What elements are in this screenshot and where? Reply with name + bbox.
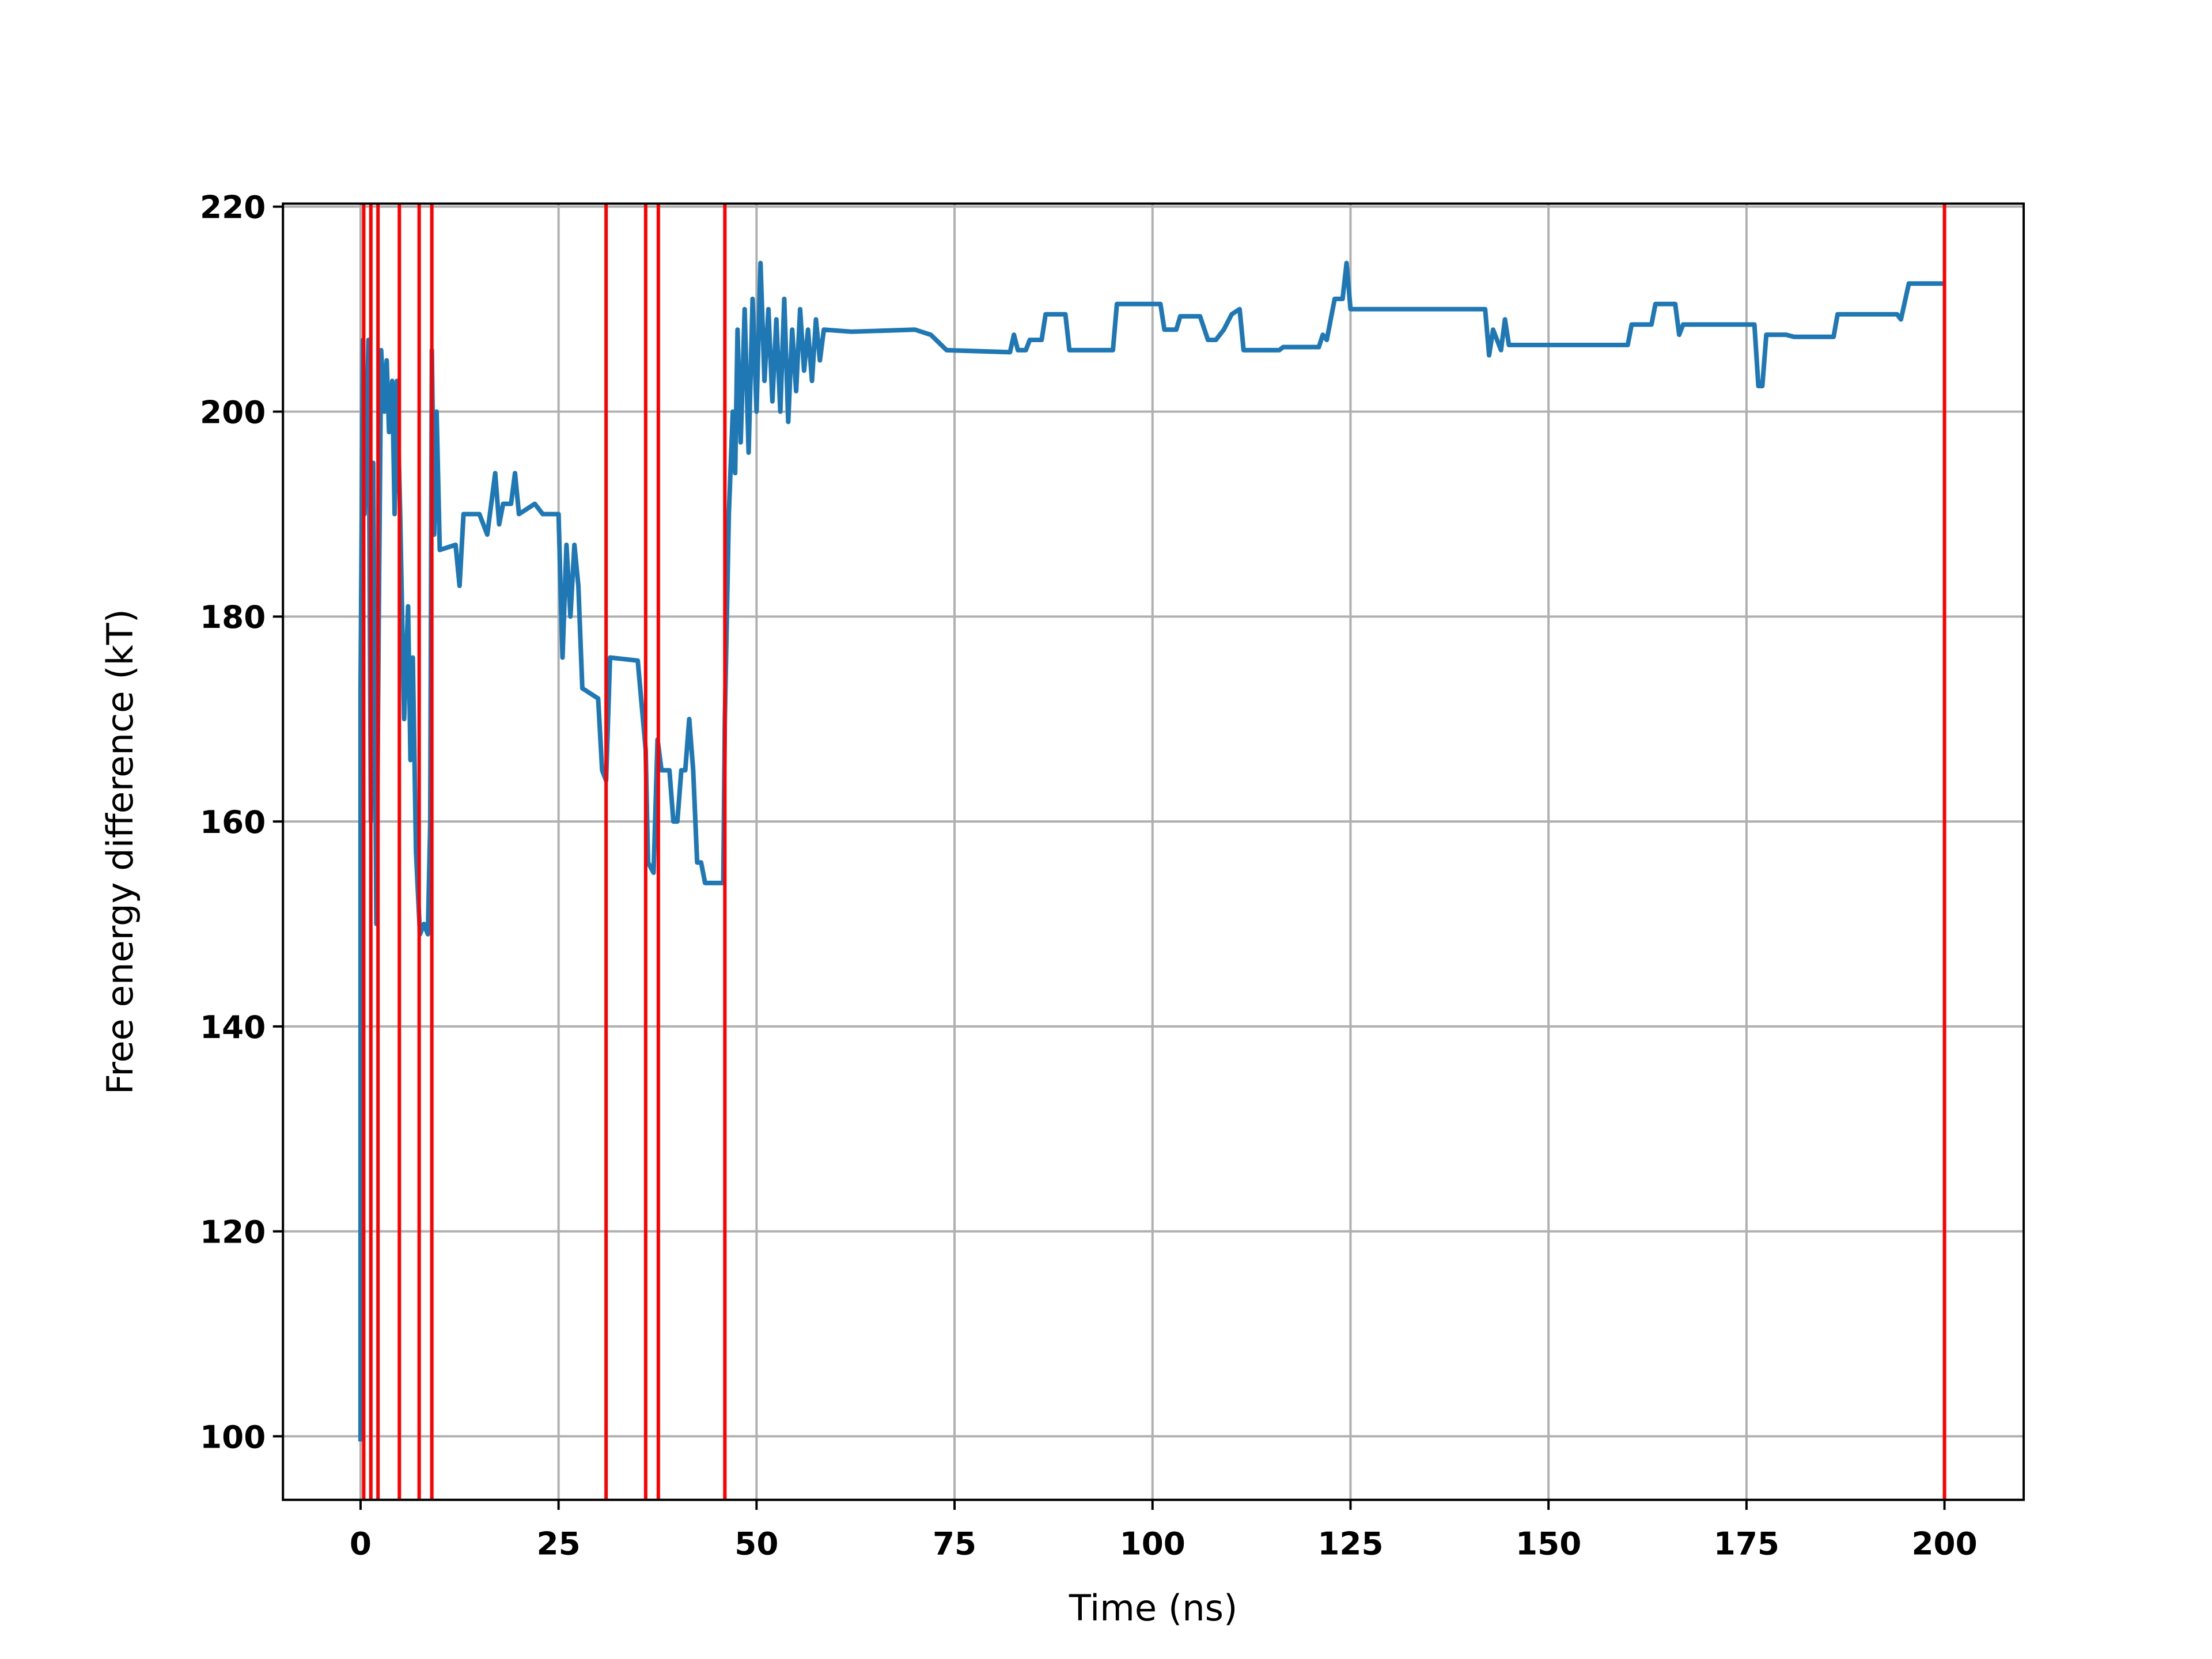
x-tick-label: 150	[1516, 1525, 1581, 1562]
y-axis-label: Free energy difference (kT)	[99, 609, 141, 1094]
x-tick-label: 75	[933, 1525, 976, 1562]
y-tick-label: 160	[200, 804, 266, 840]
x-tick-label: 50	[734, 1525, 778, 1562]
x-tick-label: 100	[1120, 1525, 1185, 1562]
y-tick-label: 180	[200, 599, 266, 635]
x-tick-label: 25	[537, 1525, 581, 1562]
y-tick-label: 140	[200, 1009, 266, 1046]
plot-area	[358, 203, 1946, 1500]
x-tick-label: 0	[350, 1525, 372, 1562]
ticks: 0 25 50 75 100 125 150 175 200 100 120 140 160 180 200…	[200, 189, 1978, 1562]
x-tick-label: 200	[1911, 1525, 1977, 1562]
y-tick-label: 200	[200, 393, 266, 430]
y-tick-label: 120	[200, 1214, 266, 1251]
x-tick-label: 125	[1317, 1525, 1383, 1562]
x-axis-label: Time (ns)	[1069, 1587, 1237, 1629]
x-tick-label: 175	[1714, 1525, 1779, 1562]
y-tick-label: 100	[200, 1418, 266, 1455]
grid	[283, 203, 2024, 1500]
y-tick-label: 220	[200, 189, 266, 226]
